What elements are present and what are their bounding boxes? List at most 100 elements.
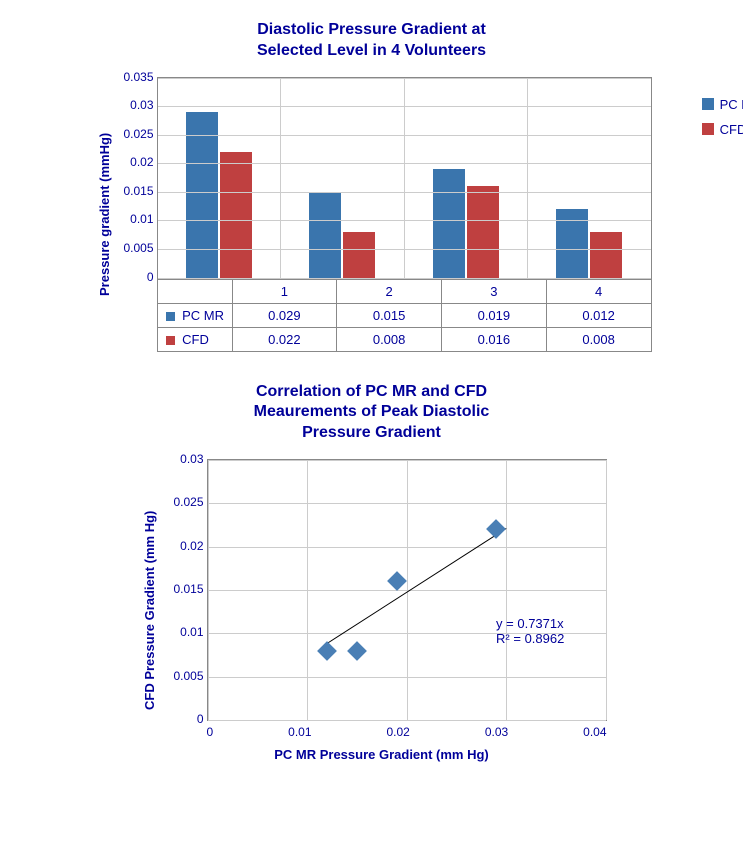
scatter-chart-title: Correlation of PC MR and CFD Meaurements… (137, 382, 607, 444)
bar-data-table: 1 2 3 4 PC MR 0.029 0.015 0.019 0.012 (157, 279, 652, 352)
bar-group (527, 78, 651, 278)
table-cell: 0.029 (232, 303, 337, 327)
bar (220, 152, 252, 278)
table-cell: 0.008 (546, 327, 651, 351)
gridline (606, 460, 607, 720)
gridline (208, 720, 606, 721)
y-tick-label: 0.005 (123, 241, 153, 255)
y-tick-label: 0.01 (130, 212, 153, 226)
gridline (158, 220, 651, 221)
table-cell: 0.019 (442, 303, 547, 327)
cfd-swatch-icon (166, 336, 175, 345)
y-tick-label: 0.035 (123, 70, 153, 84)
legend-label: PC MR (720, 97, 743, 112)
y-tick-label: 0.02 (130, 155, 153, 169)
title-line: Diastolic Pressure Gradient at (257, 21, 486, 38)
table-cell: 2 (337, 279, 442, 303)
gridline (158, 135, 651, 136)
row-label-text: PC MR (182, 308, 224, 323)
bar-legend: PC MR CFD (702, 97, 743, 147)
bar (556, 209, 588, 278)
scatter-y-ticks: 00.0050.010.0150.020.0250.03 (157, 459, 207, 762)
bar-chart: Diastolic Pressure Gradient at Selected … (92, 20, 652, 352)
table-cell: 0.022 (232, 327, 337, 351)
bar (309, 192, 341, 278)
bar-plot-area: Pressure gradient (mmHg) 0 0.005 0.01 0.015… (92, 77, 652, 352)
table-row: CFD 0.022 0.008 0.016 0.008 (157, 327, 651, 351)
y-tick-label: 0.025 (173, 495, 203, 509)
cfd-legend-icon (702, 123, 714, 135)
regression-annotation: y = 0.7371xR² = 0.8962 (496, 616, 564, 646)
table-cell: 0.008 (337, 327, 442, 351)
bar-group (404, 78, 528, 278)
title-line: Correlation of PC MR and CFD (256, 383, 487, 400)
gridline (307, 460, 308, 720)
gridline (158, 192, 651, 193)
x-tick-label: 0.04 (583, 725, 606, 739)
x-tick-label: 0 (207, 725, 214, 739)
x-tick-label: 0.01 (288, 725, 311, 739)
bar-y-ticks: 00.0050.010.0150.020.0250.030.035 (112, 77, 157, 352)
scatter-y-axis-label: CFD Pressure Gradient (mm Hg) (137, 459, 157, 762)
title-line: Meaurements of Peak Diastolic (254, 403, 490, 420)
y-tick-label: 0.025 (123, 127, 153, 141)
gridline (158, 278, 651, 279)
bar (186, 112, 218, 278)
table-cell: 1 (232, 279, 337, 303)
table-row-categories: 1 2 3 4 (157, 279, 651, 303)
y-tick-label: 0.005 (173, 669, 203, 683)
pcmr-legend-icon (702, 98, 714, 110)
scatter-plot-box: y = 0.7371xR² = 0.8962 (207, 459, 607, 721)
pcmr-swatch-icon (166, 312, 175, 321)
legend-item-pcmr: PC MR (702, 97, 743, 112)
scatter-chart: Correlation of PC MR and CFD Meaurements… (137, 382, 607, 762)
y-tick-label: 0.01 (180, 625, 203, 639)
gridline (158, 249, 651, 250)
bar-plot-box (157, 77, 652, 279)
bar-group (280, 78, 404, 278)
gridline (158, 106, 651, 107)
bar (343, 232, 375, 278)
table-cell: 0.015 (337, 303, 442, 327)
bar-group (158, 78, 281, 278)
scatter-point (347, 641, 367, 661)
title-line: Pressure Gradient (302, 424, 441, 441)
table-row-label: CFD (157, 327, 232, 351)
table-corner (157, 279, 232, 303)
y-tick-label: 0.03 (180, 452, 203, 466)
table-cell: 3 (442, 279, 547, 303)
x-tick-label: 0.03 (485, 725, 508, 739)
row-label-text: CFD (182, 332, 209, 347)
gridline (158, 78, 651, 79)
scatter-point (387, 571, 407, 591)
bars-row (158, 78, 651, 278)
legend-label: CFD (720, 122, 743, 137)
legend-item-cfd: CFD (702, 122, 743, 137)
x-tick-label: 0.02 (386, 725, 409, 739)
scatter-point (317, 641, 337, 661)
table-cell: 0.012 (546, 303, 651, 327)
table-cell: 4 (546, 279, 651, 303)
bar-y-axis-label: Pressure gradient (mmHg) (92, 77, 112, 352)
title-line: Selected Level in 4 Volunteers (257, 42, 486, 59)
gridline (506, 460, 507, 720)
bar (433, 169, 465, 278)
y-tick-label: 0.015 (123, 184, 153, 198)
gridline (208, 460, 209, 720)
table-cell: 0.016 (442, 327, 547, 351)
table-row: PC MR 0.029 0.015 0.019 0.012 (157, 303, 651, 327)
equation-text: y = 0.7371x (496, 616, 564, 631)
scatter-x-axis-label: PC MR Pressure Gradient (mm Hg) (157, 747, 607, 762)
bar-plot-outer: 00.0050.010.0150.020.0250.030.035 1 2 3 … (112, 77, 652, 352)
scatter-plot-outer: 00.0050.010.0150.020.0250.03 y = 0.7371x… (157, 459, 607, 762)
r-squared-text: R² = 0.8962 (496, 631, 564, 646)
bar-chart-title: Diastolic Pressure Gradient at Selected … (92, 20, 652, 62)
bar (467, 186, 499, 277)
y-tick-label: 0 (147, 270, 154, 284)
scatter-point (486, 519, 506, 539)
scatter-plot-area: CFD Pressure Gradient (mm Hg) 0 0.005 0.01… (137, 459, 607, 762)
table-row-label: PC MR (157, 303, 232, 327)
y-tick-label: 0.03 (130, 98, 153, 112)
scatter-x-ticks: 0 0.01 0.02 0.03 0.04 (207, 725, 607, 739)
bar (590, 232, 622, 278)
